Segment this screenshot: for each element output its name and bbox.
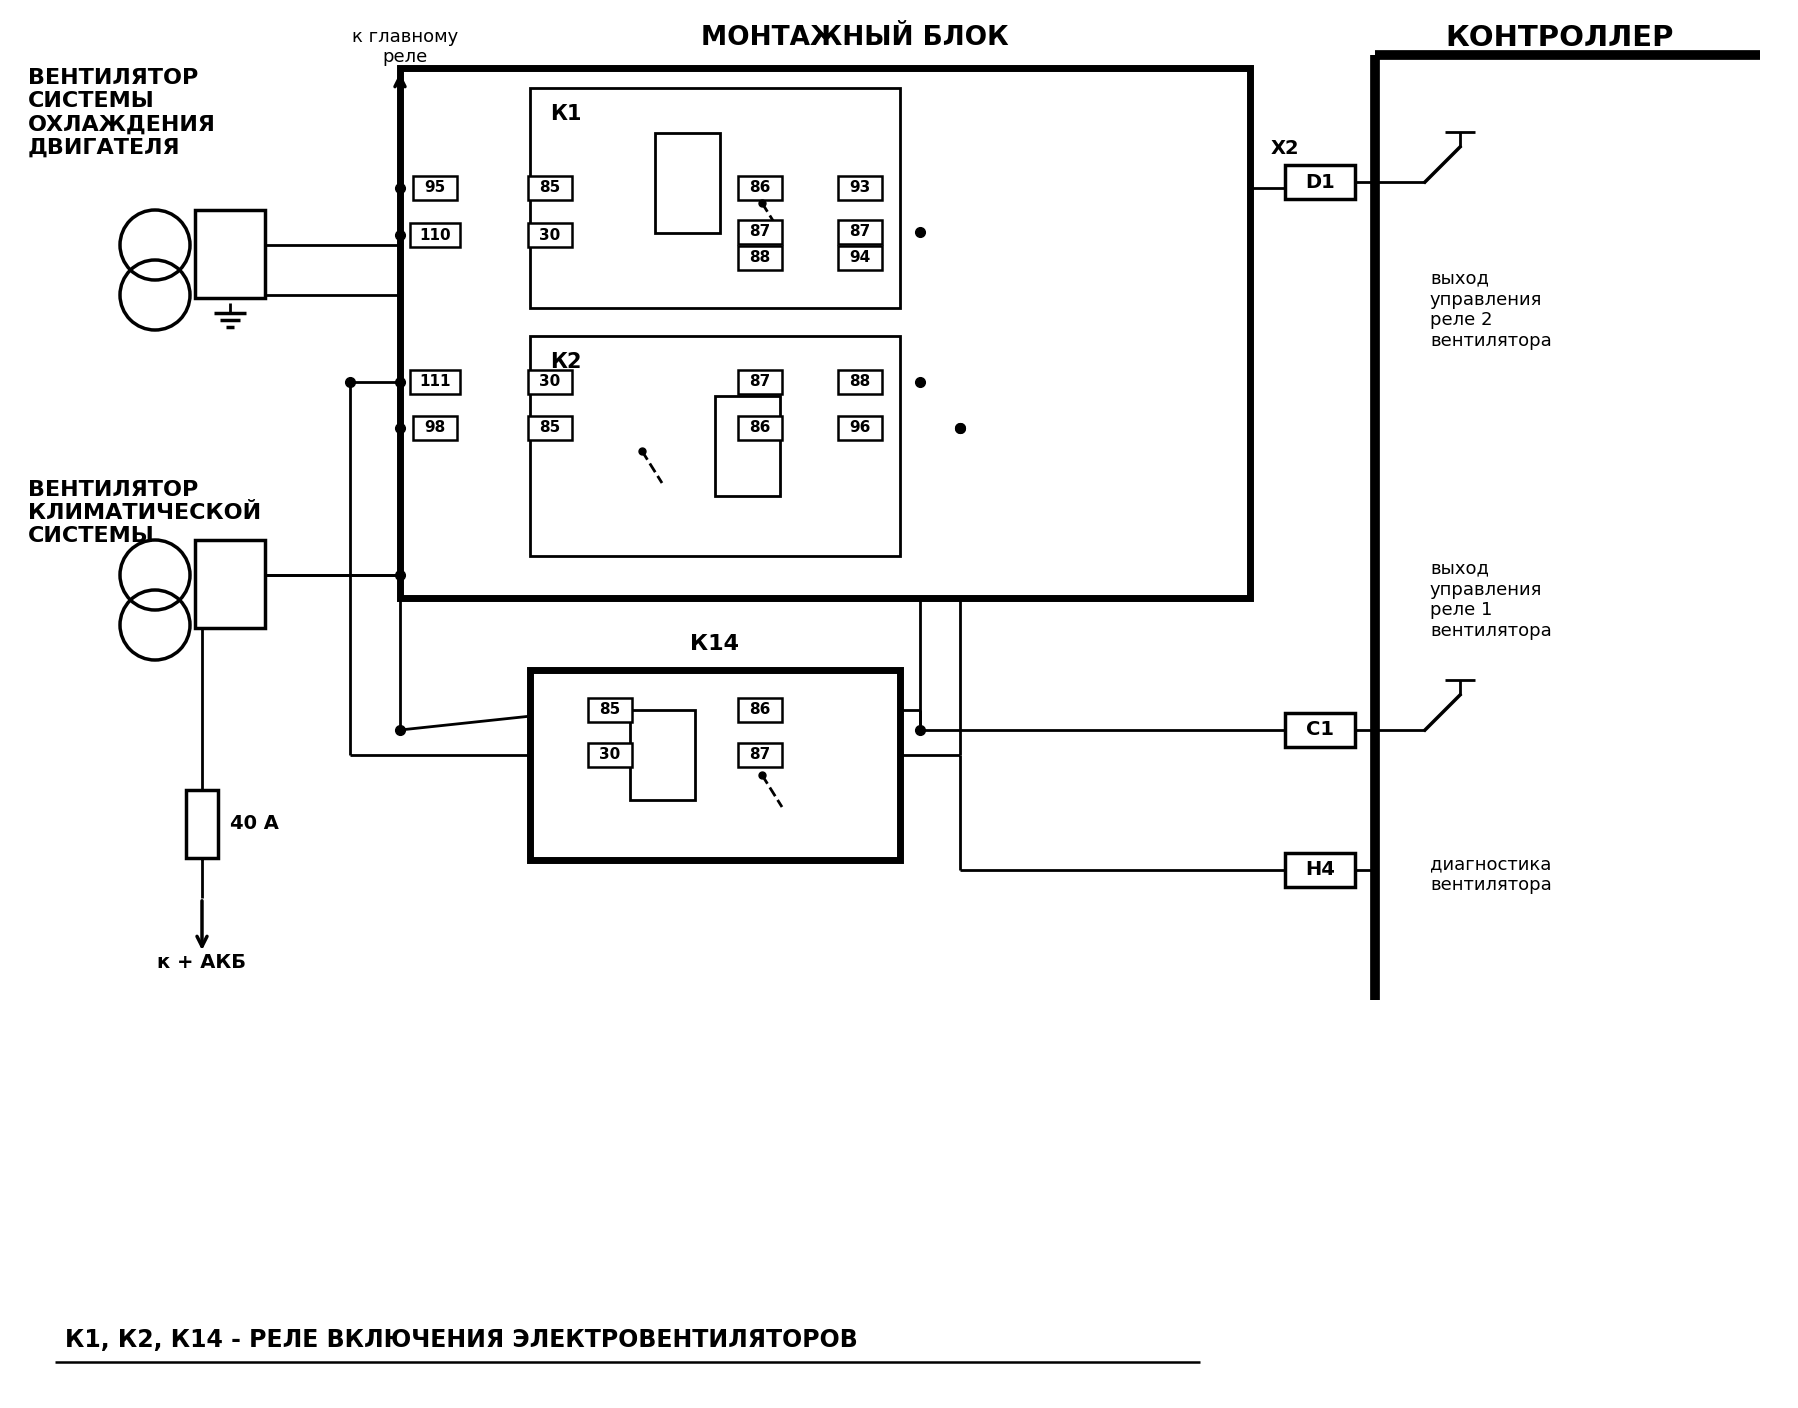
Bar (527, 176, 572, 200)
Bar (194, 210, 264, 298)
Text: выход
управления
реле 2
вентилятора: выход управления реле 2 вентилятора (1429, 270, 1552, 351)
Text: 87: 87 (750, 224, 770, 239)
Text: 85: 85 (599, 703, 620, 718)
Text: 87: 87 (849, 224, 870, 239)
Text: 110: 110 (419, 228, 451, 242)
Bar (410, 222, 460, 246)
Text: 87: 87 (750, 748, 770, 763)
Text: 30: 30 (539, 228, 561, 242)
Bar (838, 415, 881, 439)
Text: ВЕНТИЛЯТОР
КЛИМАТИЧЕСКОЙ
СИСТЕМЫ: ВЕНТИЛЯТОР КЛИМАТИЧЕСКОЙ СИСТЕМЫ (29, 480, 261, 546)
Bar (838, 220, 881, 244)
Text: диагностика
вентилятора: диагностика вентилятора (1429, 856, 1552, 894)
Text: 88: 88 (750, 251, 770, 266)
Text: КОНТРОЛЛЕР: КОНТРОЛЛЕР (1446, 24, 1674, 52)
Bar (737, 370, 782, 394)
Bar (410, 370, 460, 394)
Text: 96: 96 (849, 421, 870, 435)
Bar (838, 370, 881, 394)
Bar (737, 743, 782, 767)
Bar (185, 790, 218, 857)
Text: 94: 94 (849, 251, 870, 266)
Text: 86: 86 (750, 703, 770, 718)
Bar (737, 176, 782, 200)
Bar (737, 220, 782, 244)
Bar (530, 337, 899, 556)
Text: ВЕНТИЛЯТОР
СИСТЕМЫ
ОХЛАЖДЕНИЯ
ДВИГАТЕЛЯ: ВЕНТИЛЯТОР СИСТЕМЫ ОХЛАЖДЕНИЯ ДВИГАТЕЛЯ (29, 68, 216, 158)
Bar (414, 415, 457, 439)
Text: C1: C1 (1305, 721, 1334, 739)
Bar (588, 743, 631, 767)
Bar (838, 246, 881, 270)
Bar (527, 415, 572, 439)
Bar (737, 698, 782, 722)
Bar (527, 222, 572, 246)
Text: 85: 85 (539, 180, 561, 196)
Text: МОНТАЖНЫЙ БЛОК: МОНТАЖНЫЙ БЛОК (701, 25, 1009, 51)
Text: к главному
реле: к главному реле (352, 28, 458, 66)
Text: H4: H4 (1304, 860, 1334, 880)
Text: 95: 95 (424, 180, 446, 196)
Text: К2: К2 (550, 352, 581, 372)
Bar (1284, 853, 1354, 887)
Text: 86: 86 (750, 180, 770, 196)
Bar (414, 176, 457, 200)
Text: К1: К1 (550, 104, 581, 124)
Text: 111: 111 (419, 375, 451, 390)
Text: 30: 30 (539, 375, 561, 390)
Bar (1284, 165, 1354, 199)
Text: 86: 86 (750, 421, 770, 435)
Text: X2: X2 (1269, 138, 1298, 158)
Bar (527, 370, 572, 394)
Bar (194, 541, 264, 628)
Bar (629, 710, 694, 800)
Bar (654, 132, 719, 232)
Text: 87: 87 (750, 375, 770, 390)
Text: выход
управления
реле 1
вентилятора: выход управления реле 1 вентилятора (1429, 560, 1552, 641)
Bar (1284, 712, 1354, 748)
Text: 93: 93 (849, 180, 870, 196)
Bar (588, 698, 631, 722)
Bar (530, 670, 899, 860)
Text: 40 А: 40 А (230, 814, 279, 834)
Text: 98: 98 (424, 421, 446, 435)
Text: К14: К14 (690, 634, 739, 653)
Text: к + АКБ: к + АКБ (158, 953, 246, 973)
Text: 88: 88 (849, 375, 870, 390)
Text: D1: D1 (1304, 173, 1334, 191)
Bar (714, 396, 780, 496)
Text: 30: 30 (599, 748, 620, 763)
Bar (737, 246, 782, 270)
Bar (838, 176, 881, 200)
Bar (737, 415, 782, 439)
Text: К1, К2, К14 - РЕЛЕ ВКЛЮЧЕНИЯ ЭЛЕКТРОВЕНТИЛЯТОРОВ: К1, К2, К14 - РЕЛЕ ВКЛЮЧЕНИЯ ЭЛЕКТРОВЕНТ… (65, 1328, 858, 1352)
Text: 85: 85 (539, 421, 561, 435)
Bar (399, 68, 1250, 598)
Bar (530, 87, 899, 308)
